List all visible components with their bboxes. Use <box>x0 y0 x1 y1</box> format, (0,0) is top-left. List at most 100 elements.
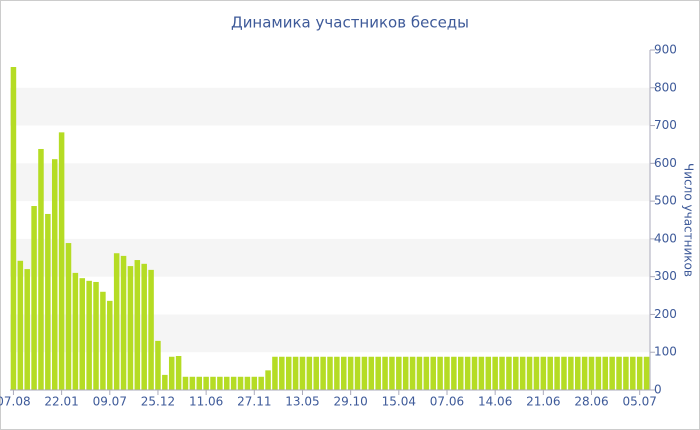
grid-band <box>10 314 650 353</box>
bar <box>168 356 175 390</box>
bar <box>409 356 416 390</box>
bar <box>368 356 375 390</box>
bar <box>347 356 354 390</box>
bar <box>327 356 333 390</box>
x-tick-label: 21.06 <box>526 395 560 409</box>
bar <box>258 376 264 390</box>
bar <box>444 356 450 390</box>
bar <box>141 263 147 390</box>
y-tick-label: 400 <box>654 231 677 245</box>
bar <box>416 356 423 390</box>
bar <box>389 356 395 390</box>
bar <box>588 356 595 390</box>
y-tick-label: 100 <box>654 345 677 359</box>
bar <box>540 356 547 390</box>
bar <box>396 356 402 390</box>
bar <box>423 356 430 390</box>
y-tick-label: 800 <box>654 80 677 94</box>
bar <box>526 356 533 390</box>
bar <box>100 291 106 390</box>
bar <box>93 281 99 390</box>
grid-band <box>10 87 650 126</box>
bar <box>182 376 189 390</box>
bar <box>616 356 622 390</box>
bar <box>107 300 113 390</box>
x-tick-label: 07.06 <box>430 395 464 409</box>
bar <box>162 374 168 390</box>
bar <box>244 376 251 390</box>
bar <box>636 356 643 390</box>
bar <box>265 370 271 390</box>
y-tick-label: 200 <box>654 307 677 321</box>
y-tick-label: 600 <box>654 156 677 170</box>
bar <box>272 356 278 390</box>
y-tick-label: 900 <box>654 43 677 57</box>
bar <box>120 255 127 390</box>
y-axis-title: Число участников <box>682 163 696 277</box>
bar <box>581 356 588 390</box>
bar <box>595 356 602 390</box>
x-tick-label: 22.01 <box>44 395 78 409</box>
bar <box>533 356 540 390</box>
bar <box>292 356 299 390</box>
bar <box>513 356 519 390</box>
bar <box>630 356 636 390</box>
x-tick-label: 11.06 <box>189 395 223 409</box>
x-tick-label: 07.08 <box>0 395 31 409</box>
bar <box>306 356 313 390</box>
bar <box>113 253 120 390</box>
bar <box>72 272 79 390</box>
bar <box>155 340 161 390</box>
bar <box>492 356 498 390</box>
bar <box>361 356 368 390</box>
x-tick-label: 15.04 <box>382 395 416 409</box>
y-tick-label: 300 <box>654 269 677 283</box>
bar <box>437 356 443 390</box>
bar <box>547 356 553 390</box>
bar <box>568 356 574 390</box>
y-tick-label: 0 <box>654 383 662 397</box>
x-tick-label: 13.05 <box>285 395 319 409</box>
bar <box>485 356 492 390</box>
x-tick-label: 27.11 <box>237 395 271 409</box>
bar <box>175 356 182 390</box>
bar <box>189 376 196 390</box>
bar <box>217 376 223 390</box>
bar <box>285 356 292 390</box>
x-tick-label: 28.06 <box>574 395 608 409</box>
bar <box>237 376 244 390</box>
x-tick-label: 09.07 <box>93 395 127 409</box>
bar <box>134 260 141 390</box>
bar <box>279 356 285 390</box>
x-tick-label: 14.06 <box>478 395 512 409</box>
bar <box>478 356 485 390</box>
bar <box>602 356 609 390</box>
x-tick-label: 25.12 <box>141 395 175 409</box>
bar <box>354 356 361 390</box>
bar <box>45 213 51 390</box>
bar <box>196 376 202 390</box>
bar <box>554 356 560 390</box>
bar <box>375 356 381 390</box>
bar <box>313 356 319 390</box>
grid-band <box>10 163 650 202</box>
bar <box>230 376 237 390</box>
bar <box>643 356 650 390</box>
bar <box>58 132 65 390</box>
y-tick-label: 700 <box>654 118 677 132</box>
bar <box>79 278 86 390</box>
bar <box>574 356 581 390</box>
bar <box>320 356 326 390</box>
bar <box>210 376 216 390</box>
bar <box>203 376 209 390</box>
bar <box>251 376 258 390</box>
bar <box>471 356 478 390</box>
bar <box>86 280 92 390</box>
bar <box>38 148 44 390</box>
bar <box>24 269 30 390</box>
bar <box>402 356 409 390</box>
bar <box>341 356 347 390</box>
bar <box>506 356 512 390</box>
bar <box>430 356 436 390</box>
